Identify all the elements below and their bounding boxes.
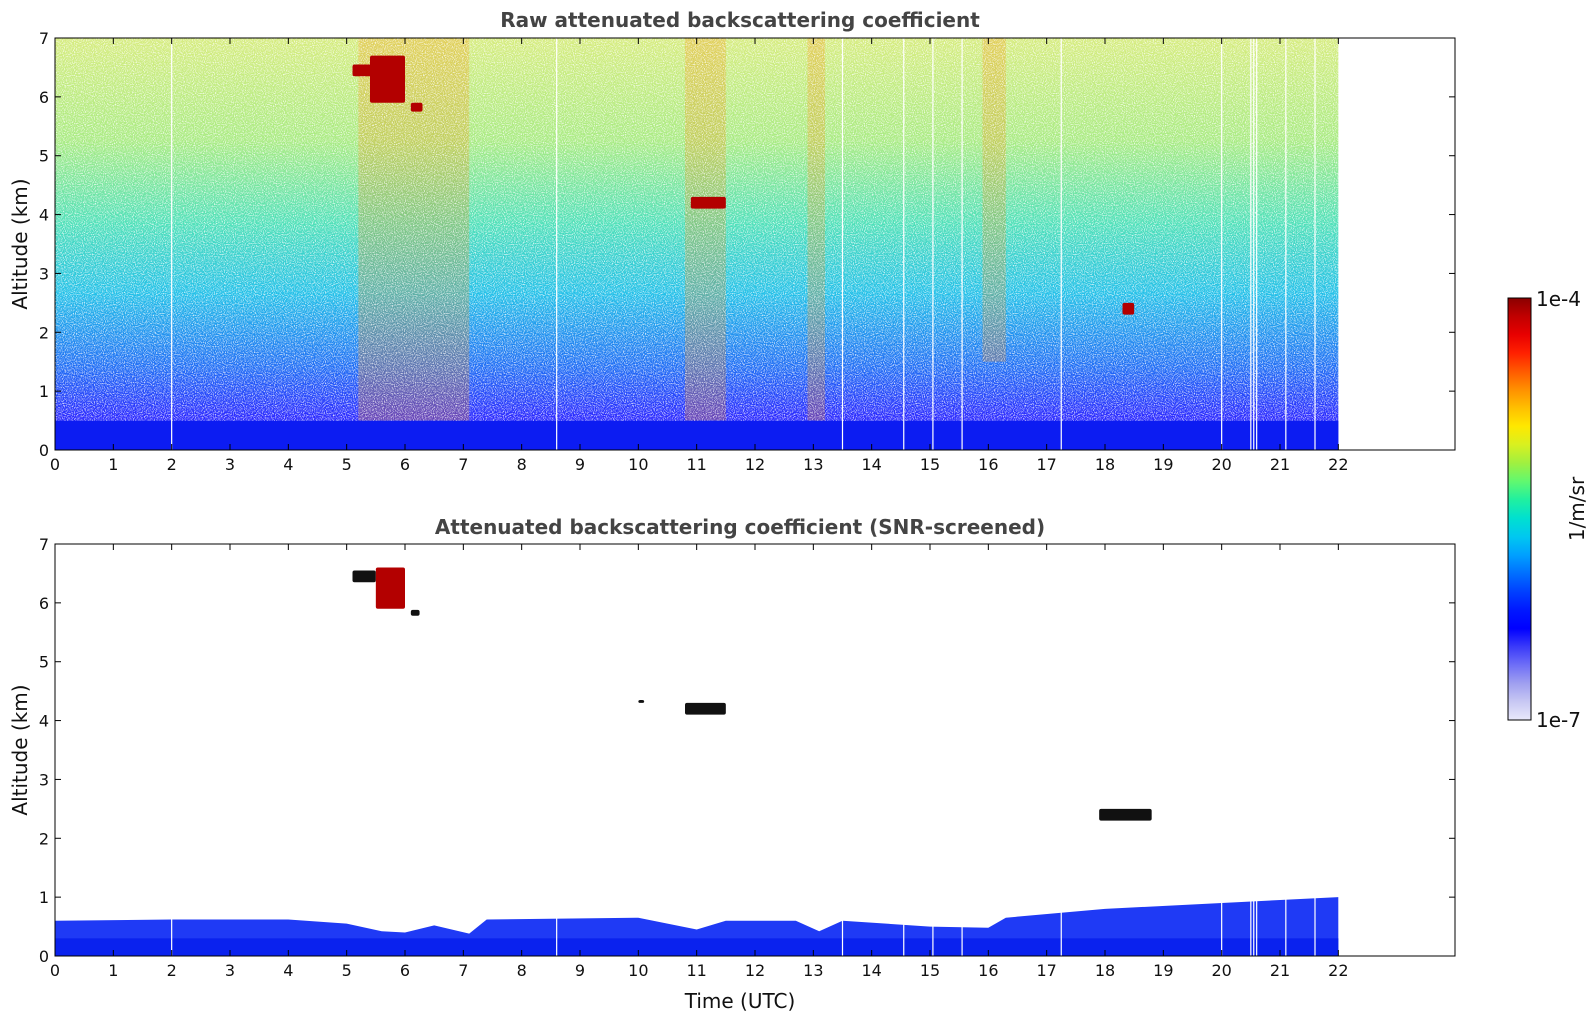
x-tick-label: 19 (1153, 455, 1173, 474)
x-tick-label: 1 (108, 455, 118, 474)
y-tick-label: 3 (39, 264, 49, 283)
y-axis-ticks: 0 1 2 3 4 5 6 7 (39, 29, 1455, 460)
x-axis-ticks: 0 1 2 3 4 5 6 7 8 9 10 11 12 13 14 15 16 17 18 19 20 21 22 (50, 38, 1349, 474)
cloud-layer (352, 570, 376, 583)
y-axis-ticks: 0 1 2 3 4 5 6 7 (39, 535, 1455, 966)
y-tick-label: 6 (39, 88, 49, 107)
y-axis-label: Altitude (km) (8, 684, 32, 815)
y-tick-label: 5 (39, 147, 49, 166)
x-tick-label: 0 (50, 455, 60, 474)
x-tick-label: 3 (225, 455, 235, 474)
x-tick-label: 8 (517, 961, 527, 980)
colorbar-scale (1507, 297, 1532, 721)
cloud-layer (410, 102, 423, 112)
y-tick-label: 6 (39, 594, 49, 613)
x-tick-label: 1 (108, 961, 118, 980)
x-tick-label: 2 (167, 961, 177, 980)
x-tick-label: 5 (342, 961, 352, 980)
x-tick-label: 6 (400, 455, 410, 474)
x-tick-label: 18 (1095, 961, 1115, 980)
x-tick-label: 6 (400, 961, 410, 980)
y-tick-label: 7 (39, 29, 49, 48)
heatmap-layer (55, 38, 1339, 450)
cloud-layer (1122, 302, 1135, 315)
boundary-layer-core (55, 938, 1339, 956)
x-tick-label: 15 (920, 455, 940, 474)
y-tick-label: 2 (39, 323, 49, 342)
x-tick-label: 4 (283, 455, 293, 474)
x-tick-label: 7 (458, 455, 468, 474)
x-tick-label: 22 (1328, 961, 1348, 980)
y-tick-label: 1 (39, 382, 49, 401)
x-tick-label: 9 (575, 455, 585, 474)
y-tick-label: 7 (39, 535, 49, 554)
x-tick-label: 10 (628, 455, 648, 474)
x-tick-label: 11 (686, 455, 706, 474)
heatmap-layer (55, 544, 1339, 956)
x-tick-label: 18 (1095, 455, 1115, 474)
noise-speckle (55, 38, 1339, 421)
x-tick-label: 9 (575, 961, 585, 980)
x-tick-label: 12 (745, 961, 765, 980)
x-tick-label: 14 (861, 455, 881, 474)
colorbar: 1e-4 1e-7 1/m/sr (1507, 287, 1589, 732)
x-tick-label: 5 (342, 455, 352, 474)
snr-screened-panel: Attenuated backscattering coefficient (S… (8, 515, 1456, 1013)
x-tick-label: 21 (1270, 961, 1290, 980)
cloud-layer (375, 567, 405, 609)
x-tick-label: 10 (628, 961, 648, 980)
y-tick-label: 4 (39, 712, 49, 731)
y-tick-label: 2 (39, 829, 49, 848)
y-tick-label: 0 (39, 947, 49, 966)
x-tick-label: 13 (803, 455, 823, 474)
x-tick-label: 3 (225, 961, 235, 980)
x-tick-label: 19 (1153, 961, 1173, 980)
x-tick-label: 16 (978, 961, 998, 980)
colorbar-min-label: 1e-7 (1536, 708, 1581, 732)
cloud-layer (638, 699, 645, 703)
y-tick-label: 0 (39, 441, 49, 460)
x-tick-label: 21 (1270, 455, 1290, 474)
y-tick-label: 3 (39, 770, 49, 789)
y-tick-label: 4 (39, 206, 49, 225)
cloud-layer (370, 55, 405, 103)
x-tick-label: 22 (1328, 455, 1348, 474)
x-tick-label: 17 (1036, 455, 1056, 474)
panel-title: Attenuated backscattering coefficient (S… (435, 515, 1045, 539)
x-tick-label: 2 (167, 455, 177, 474)
y-axis-label: Altitude (km) (8, 178, 32, 309)
x-tick-label: 12 (745, 455, 765, 474)
x-tick-label: 14 (861, 961, 881, 980)
raw-backscatter-panel: Raw attenuated backscattering coefficien… (8, 8, 1456, 474)
cloud-layer (685, 702, 726, 715)
x-axis-ticks: 0 1 2 3 4 5 6 7 8 9 10 11 12 13 14 15 16 17 18 19 20 21 22 (50, 544, 1349, 980)
x-axis-label: Time (UTC) (684, 989, 796, 1013)
x-tick-label: 20 (1211, 961, 1231, 980)
panel-title: Raw attenuated backscattering coefficien… (500, 8, 980, 32)
x-tick-label: 7 (458, 961, 468, 980)
x-tick-label: 13 (803, 961, 823, 980)
y-tick-label: 5 (39, 653, 49, 672)
cloud-layer (410, 609, 420, 616)
cloud-layer (690, 196, 726, 209)
colorbar-max-label: 1e-4 (1536, 287, 1581, 311)
cloud-layer (1099, 808, 1152, 821)
y-tick-label: 1 (39, 888, 49, 907)
x-tick-label: 15 (920, 961, 940, 980)
plot-frame (54, 543, 1456, 957)
x-tick-label: 4 (283, 961, 293, 980)
x-tick-label: 17 (1036, 961, 1056, 980)
colorbar-unit-label: 1/m/sr (1565, 476, 1589, 541)
x-tick-label: 20 (1211, 455, 1231, 474)
x-tick-label: 0 (50, 961, 60, 980)
x-tick-label: 16 (978, 455, 998, 474)
x-tick-label: 8 (517, 455, 527, 474)
x-tick-label: 11 (686, 961, 706, 980)
